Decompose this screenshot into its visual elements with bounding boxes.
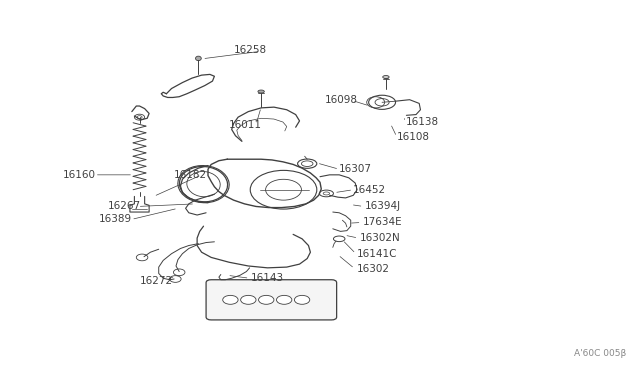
Circle shape: [259, 295, 274, 304]
Circle shape: [276, 295, 292, 304]
Text: 16272: 16272: [140, 276, 173, 286]
Text: 16452: 16452: [353, 185, 387, 195]
Text: 16258: 16258: [234, 45, 267, 55]
Text: 16394J: 16394J: [365, 202, 401, 211]
Text: 16098: 16098: [325, 96, 358, 105]
Text: 16182: 16182: [174, 170, 207, 180]
Text: 16138: 16138: [406, 117, 439, 127]
Text: 16143: 16143: [251, 273, 284, 283]
Text: 16302: 16302: [356, 264, 390, 273]
Text: 16011: 16011: [229, 120, 262, 129]
Text: A'60C 005β: A'60C 005β: [573, 349, 626, 358]
Text: 16108: 16108: [397, 132, 430, 142]
Text: 17634E: 17634E: [363, 218, 403, 227]
Text: 16267: 16267: [108, 202, 141, 211]
Ellipse shape: [196, 56, 201, 61]
Text: 16307: 16307: [339, 164, 372, 174]
Ellipse shape: [258, 90, 264, 93]
Text: 16160: 16160: [63, 170, 96, 180]
Text: 16389: 16389: [99, 215, 132, 224]
Ellipse shape: [383, 76, 389, 78]
Circle shape: [294, 295, 310, 304]
Circle shape: [223, 295, 238, 304]
Text: 16302N: 16302N: [360, 233, 401, 243]
FancyBboxPatch shape: [206, 280, 337, 320]
Text: 16141C: 16141C: [357, 249, 397, 259]
Circle shape: [241, 295, 256, 304]
